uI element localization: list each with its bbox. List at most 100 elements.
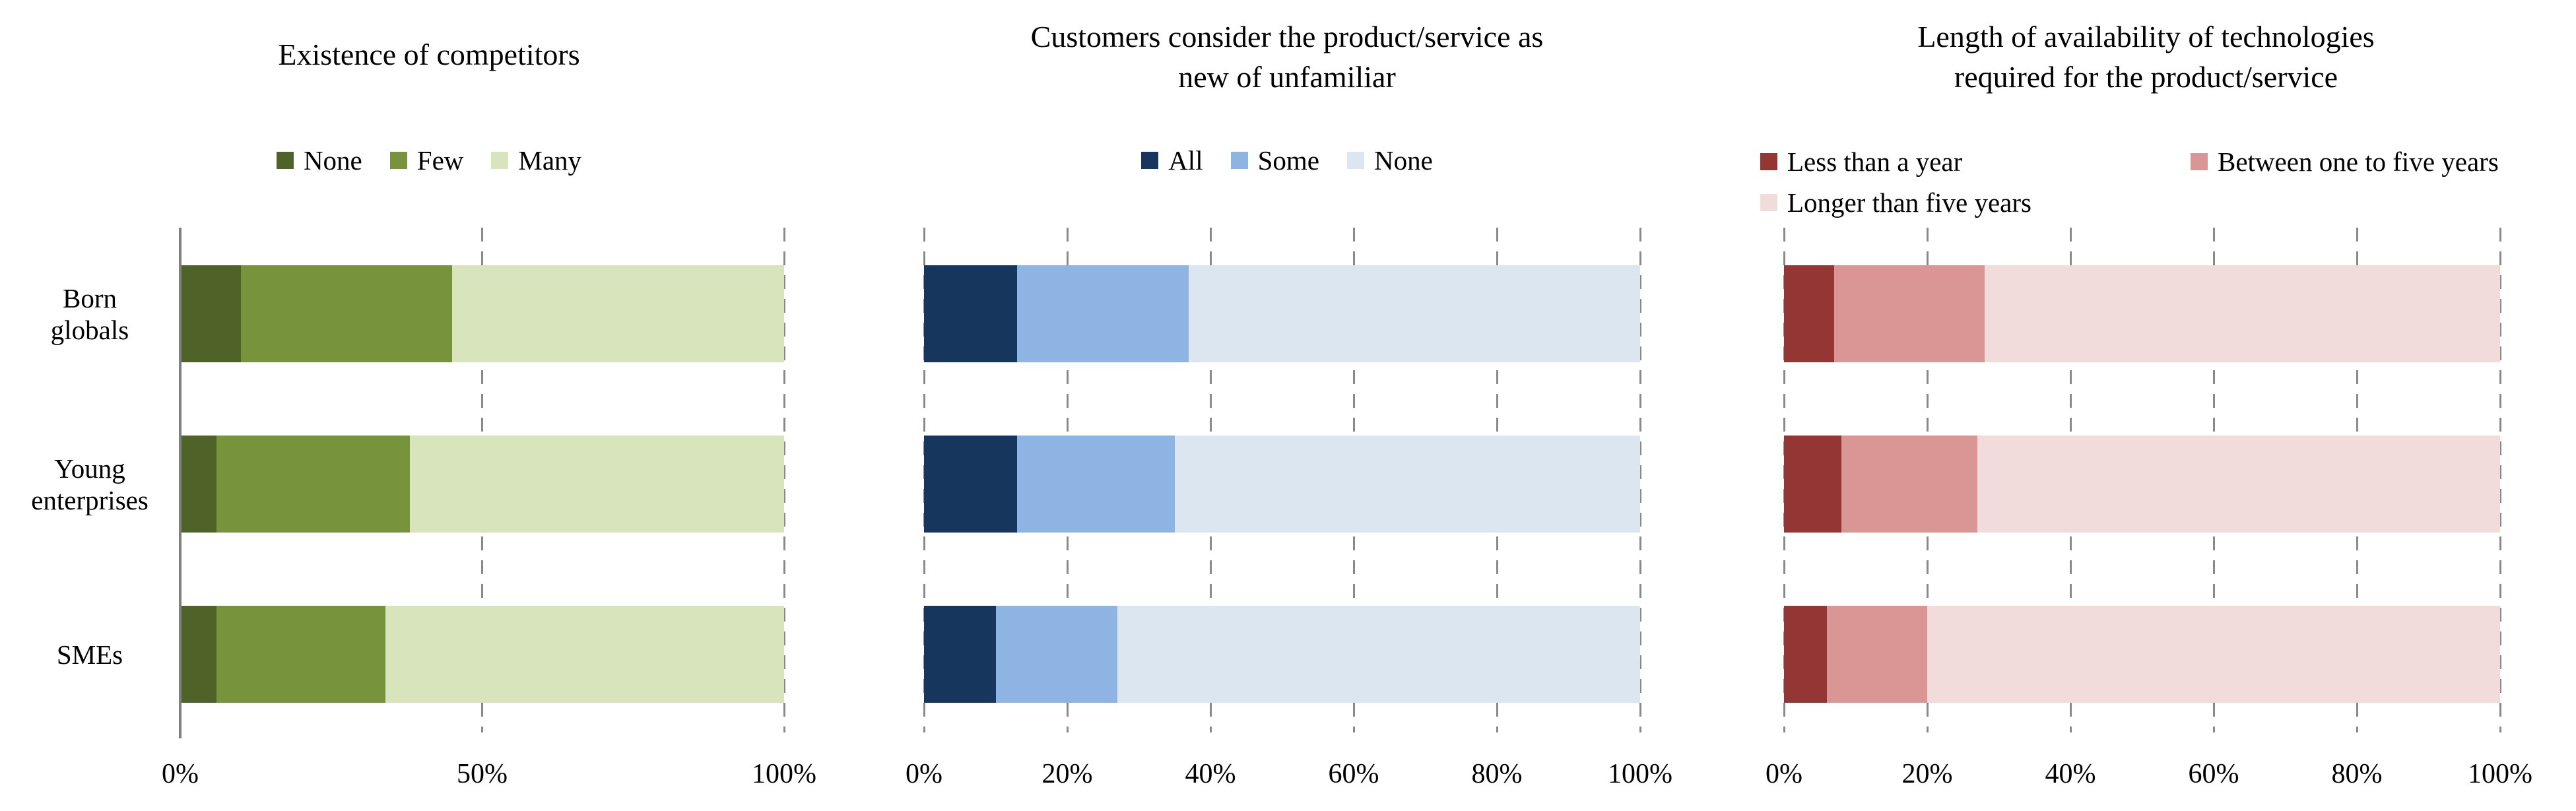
category-label-young-enterprises: Young enterprises [13,453,166,516]
bar-segment-none [1189,265,1640,362]
legend-swatch-longer-than-five-years [1760,194,1777,211]
bar-segment-few [216,436,410,533]
legend-label: Less than a year [1787,146,1963,177]
legend-item-longer-than-five-years: Longer than five years [1760,187,2031,218]
x-axis-tick-label: 20% [1901,759,1953,789]
bar-row-born-globals [180,265,784,362]
bar-segment-all [924,606,996,703]
x-axis-tick-label: 100% [1608,759,1672,789]
bar-segment-between-one-to-five-years [1833,265,1985,362]
chart-title: Existence of competitors [0,34,858,75]
chart-title-line-2: required for the product/service [1954,60,2338,94]
bar-segment-few [240,265,452,362]
chart-title-line-2: new of unfamiliar [1178,60,1396,94]
legend-label: Some [1257,145,1319,176]
category-label-line: enterprises [31,484,149,515]
category-label-smes: SMEs [13,639,166,670]
bar-segment-many [451,265,784,362]
legend-item-none: None [1347,145,1433,176]
legend: All Some None [858,145,1716,176]
chart-existence-of-competitors: Existence of competitors None Few Many 0… [0,0,858,811]
x-axis-tick-label: 40% [2045,759,2096,789]
bar-row-young-enterprises [180,436,784,533]
chart-title-line-1: Customers consider the product/service a… [1030,20,1544,53]
x-axis-tick-label: 0% [1766,759,1802,789]
chart-title-line-1: Existence of competitors [278,38,580,71]
legend-item-some: Some [1230,145,1319,176]
legend-item-none: None [276,145,362,176]
legend-label: Many [518,145,582,176]
x-axis-tick-label: 80% [1471,759,1523,789]
bar-segment-many [409,436,784,533]
bar-segment-all [924,265,1018,362]
legend: None Few Many [0,145,858,176]
category-label-line: globals [50,314,129,345]
bar-segment-none [180,606,216,703]
x-axis-tick-label: 50% [457,759,508,789]
bar-segment-none [180,265,241,362]
x-axis-tick-label: 40% [1185,759,1236,789]
legend-label: None [303,145,362,176]
legend-swatch-between-one-to-five-years [2191,153,2208,170]
y-axis-line [179,228,182,738]
category-label-born-globals: Born globals [13,282,166,346]
bar-row-young-enterprises [924,436,1640,533]
chart-title: Length of availability of technologies r… [1716,16,2576,97]
chart-title-line-1: Length of availability of technologies [1917,20,2375,53]
legend-swatch-few [389,152,407,169]
bar-segment-longer-than-five-years [1984,265,2500,362]
gridline-100pct [2499,228,2501,732]
bar-segment-longer-than-five-years [1977,436,2500,533]
legend-swatch-many [491,152,509,169]
bar-row-smes [180,606,784,703]
x-axis-tick-label: 60% [1328,759,1379,789]
legend-label: Few [416,145,464,176]
x-axis-tick-label: 0% [906,759,942,789]
bar-segment-some [1017,436,1175,533]
bar-segment-less-than-a-year [1784,436,1841,533]
bar-segment-none [1174,436,1640,533]
gridline-100pct [783,228,785,732]
bar-segment-many [385,606,784,703]
bar-row-born-globals [924,265,1640,362]
x-axis-tick-label: 20% [1041,759,1093,789]
bar-segment-longer-than-five-years [1927,606,2500,703]
x-axis-tick-label: 60% [2188,759,2239,789]
legend-item-less-than-a-year: Less than a year [1760,146,1962,177]
legend-swatch-none [276,152,294,169]
bar-row-smes [924,606,1640,703]
bar-segment-between-one-to-five-years [1841,436,1977,533]
bar-segment-none [1117,606,1640,703]
plot-area [180,228,785,732]
bar-segment-some [995,606,1117,703]
gridline-100pct [1639,228,1641,732]
bar-segment-all [924,436,1018,533]
x-axis-tick-label: 0% [162,759,199,789]
legend-swatch-none [1347,152,1364,169]
legend-label: Between one to five years [2218,146,2499,177]
legend-label: None [1374,145,1433,176]
legend-label: All [1168,145,1203,176]
legend-swatch-less-than-a-year [1760,153,1777,170]
category-label-line: Young [54,453,125,484]
chart-customers-consider-new: Customers consider the product/service a… [858,0,1716,811]
bar-segment-some [1017,265,1189,362]
bar-segment-less-than-a-year [1784,606,1828,703]
bar-segment-between-one-to-five-years [1827,606,1927,703]
legend-item-many: Many [491,145,581,176]
legend-item-between-one-to-five-years: Between one to five years [2191,146,2499,177]
bar-segment-none [180,436,216,533]
category-label-line: Born [63,282,117,313]
chart-title: Customers consider the product/service a… [858,16,1716,97]
legend-label: Longer than five years [1787,187,2031,218]
chart-length-of-availability: Length of availability of technologies r… [1716,0,2576,811]
x-axis-tick-label: 80% [2331,759,2383,789]
legend-item-all: All [1141,145,1203,176]
plot-area [923,228,1641,732]
x-axis-tick-label: 100% [2468,759,2532,789]
bar-row-young-enterprises [1784,436,2500,533]
x-axis-tick-label: 100% [752,759,816,789]
bar-segment-few [216,606,386,703]
bar-row-born-globals [1784,265,2500,362]
legend-swatch-some [1230,152,1248,169]
